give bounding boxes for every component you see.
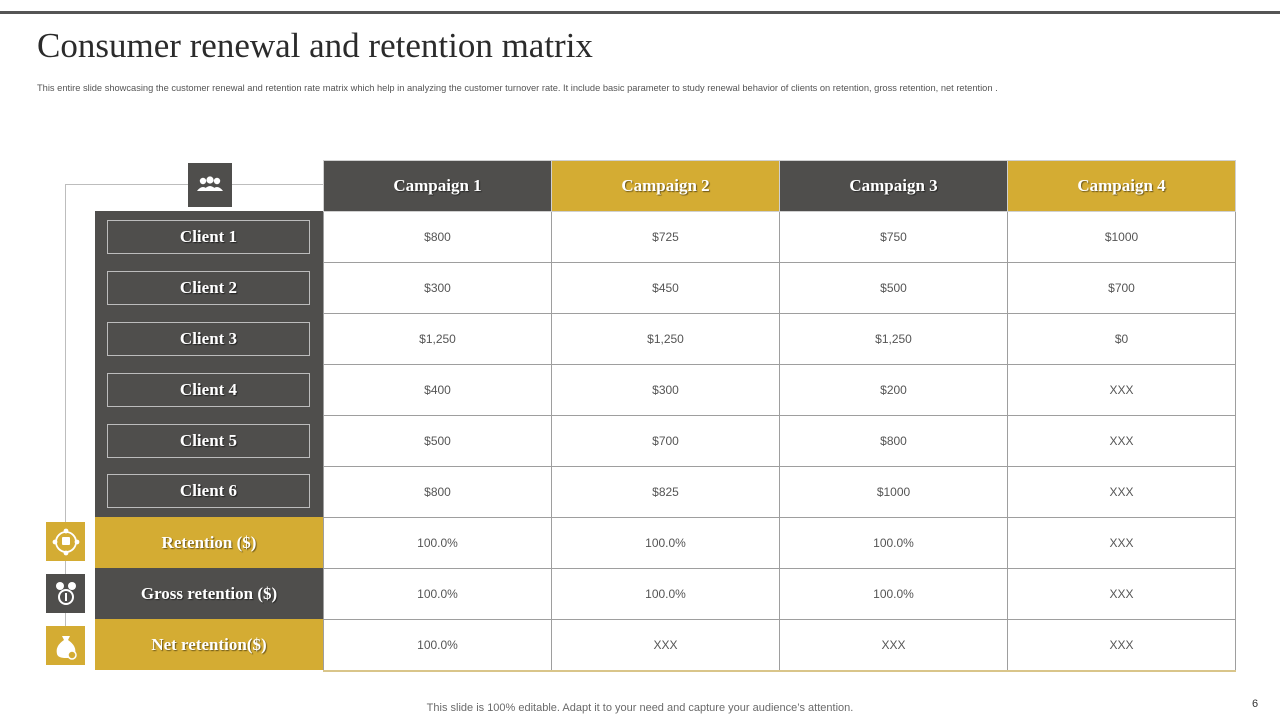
client-label: Client 1 [107,220,310,254]
table-cell: $800 [323,466,552,518]
connector-vertical [65,184,66,644]
client-label: Client 3 [107,322,310,356]
table-row: 100.0% 100.0% 100.0% XXX [323,517,1236,569]
footer-note: This slide is 100% editable. Adapt it to… [426,702,854,714]
table-cell: $400 [323,364,552,416]
table-cell: XXX [1007,415,1236,467]
column-header: Campaign 2 [551,160,780,212]
money-percent-icon [46,574,85,613]
client-label: Client 4 [107,373,310,407]
table-cell: $0 [1007,313,1236,365]
table-cell: $700 [1007,262,1236,314]
table-cell: 100.0% [779,517,1008,569]
table-cell: XXX [551,619,780,672]
table-cell: $300 [551,364,780,416]
table-cell: XXX [1007,619,1236,672]
table-cell: XXX [1007,568,1236,620]
table-cell: $450 [551,262,780,314]
net-retention-label: Net retention($) [95,619,323,670]
retention-matrix-table: Campaign 1 Campaign 2 Campaign 3 Campaig… [323,160,1236,672]
table-cell: $825 [551,466,780,518]
table-cell: XXX [779,619,1008,672]
page-subtitle: This entire slide showcasing the custome… [37,83,998,93]
table-cell: $1,250 [551,313,780,365]
table-row: $800 $825 $1000 XXX [323,466,1236,518]
money-bag-icon [46,626,85,665]
page-number: 6 [1252,698,1259,710]
client-label: Client 6 [107,474,310,508]
retention-label: Retention ($) [95,517,323,568]
table-cell: 100.0% [323,517,552,569]
table-row: 100.0% 100.0% 100.0% XXX [323,568,1236,620]
table-cell: $200 [779,364,1008,416]
table-cell: $725 [551,211,780,263]
cycle-person-icon [46,522,85,561]
table-cell: 100.0% [551,568,780,620]
table-cell: 100.0% [779,568,1008,620]
column-header: Campaign 3 [779,160,1008,212]
table-row: $1,250 $1,250 $1,250 $0 [323,313,1236,365]
table-cell: $500 [779,262,1008,314]
table-row: $500 $700 $800 XXX [323,415,1236,467]
table-cell: 100.0% [551,517,780,569]
table-header-row: Campaign 1 Campaign 2 Campaign 3 Campaig… [323,160,1236,212]
table-cell: XXX [1007,364,1236,416]
connector-top [65,184,188,185]
gross-retention-label: Gross retention ($) [95,568,323,619]
connector-top-right [232,184,323,185]
table-cell: $1000 [779,466,1008,518]
table-row: $400 $300 $200 XXX [323,364,1236,416]
top-divider [0,11,1280,14]
table-cell: $700 [551,415,780,467]
table-cell: $1,250 [779,313,1008,365]
table-cell: $1000 [1007,211,1236,263]
page-title: Consumer renewal and retention matrix [37,26,593,65]
client-label: Client 5 [107,424,310,458]
table-cell: $500 [323,415,552,467]
people-group-icon [188,163,232,207]
table-row: 100.0% XXX XXX XXX [323,619,1236,672]
column-header: Campaign 1 [323,160,552,212]
table-cell: $800 [323,211,552,263]
table-row: $300 $450 $500 $700 [323,262,1236,314]
table-cell: XXX [1007,517,1236,569]
table-cell: $300 [323,262,552,314]
table-cell: 100.0% [323,619,552,672]
client-panel [95,211,323,517]
table-cell: XXX [1007,466,1236,518]
column-header: Campaign 4 [1007,160,1236,212]
table-row: $800 $725 $750 $1000 [323,211,1236,263]
table-cell: $800 [779,415,1008,467]
table-cell: $1,250 [323,313,552,365]
table-cell: 100.0% [323,568,552,620]
client-label: Client 2 [107,271,310,305]
table-cell: $750 [779,211,1008,263]
